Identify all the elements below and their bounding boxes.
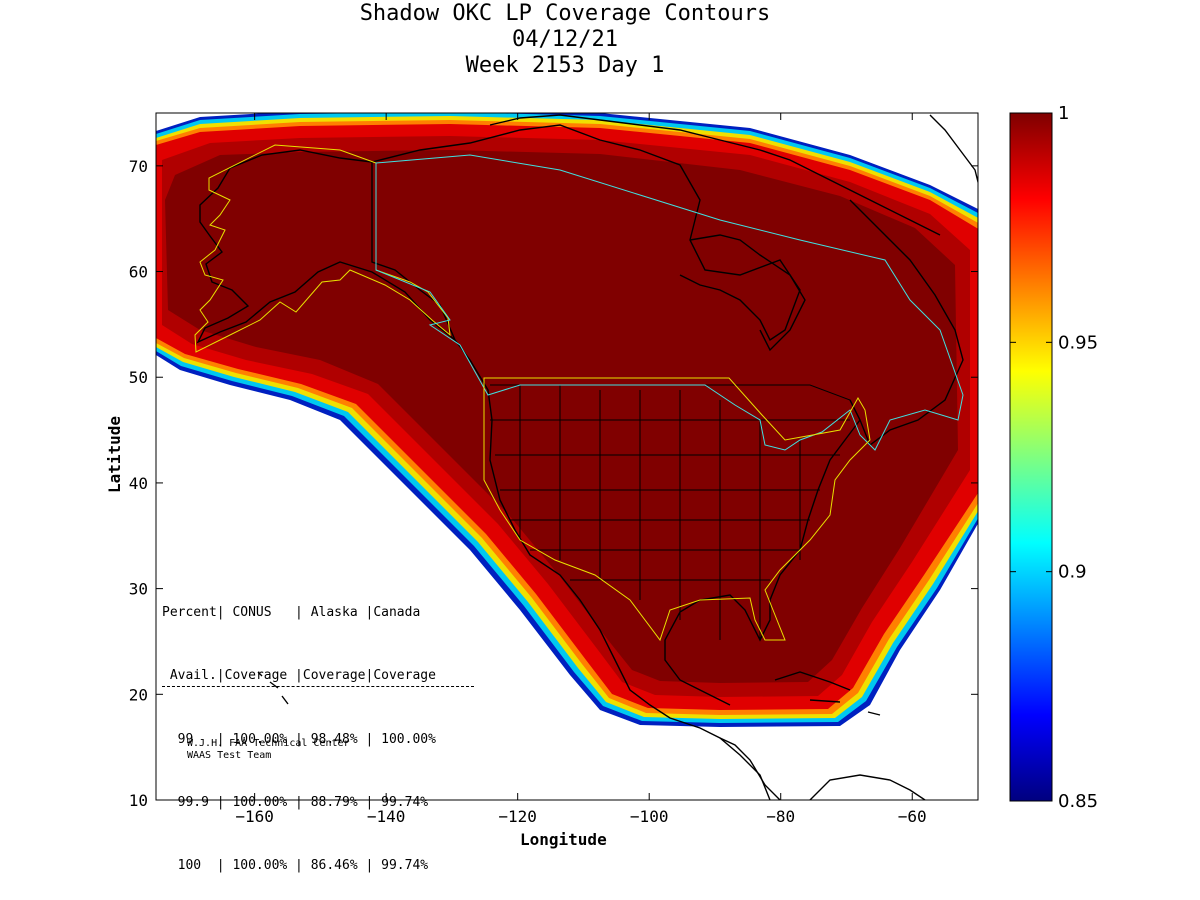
stats-row-99: 99 | 100.00% | 98.48% | 100.00% [162, 732, 436, 747]
colorbar-tick-label: 0.95 [1058, 332, 1098, 353]
central-america [719, 737, 781, 800]
colorbar-ticks: 0.85 0.9 0.95 1 [1010, 103, 1098, 812]
x-tick-label: −60 [898, 807, 927, 826]
stats-header-1: Percent| CONUS | Alaska |Canada [162, 605, 421, 620]
south-america-north [809, 774, 926, 800]
map-title: Shadow OKC LP Coverage Contours [359, 1, 771, 26]
y-tick-label: 50 [129, 368, 148, 387]
stats-row-100: 100 | 100.00% | 86.46% | 99.74% [162, 858, 429, 873]
y-tick-label: 40 [129, 474, 148, 493]
x-tick-label: −120 [498, 807, 537, 826]
stats-header-2: Avail.|Coverage |Coverage|Coverage [162, 665, 474, 687]
hudson-bay [689, 234, 806, 352]
credits-line-2: WAAS Test Team [187, 750, 272, 761]
x-tick-label: −100 [630, 807, 669, 826]
y-tick-label: 70 [129, 157, 148, 176]
credits: W.J.H. FAA Technical Center WAAS Test Te… [187, 738, 350, 762]
map-week: Week 2153 Day 1 [465, 53, 665, 78]
coastlines [196, 114, 978, 800]
colorbar-tick-label: 0.9 [1058, 562, 1087, 583]
east-coast [664, 419, 861, 706]
coverage-stats-table: Percent| CONUS | Alaska |Canada Avail.|C… [162, 560, 474, 897]
caribbean-islands [774, 671, 881, 716]
conus-boundary [483, 377, 871, 642]
hawaii-islands [257, 671, 289, 705]
credits-line-1: W.J.H. FAA Technical Center [187, 738, 350, 749]
map-axes: −160 −140 −120 −100 −80 −60 10 20 30 40 50 60 70 [129, 113, 978, 826]
alaska-outline [196, 149, 456, 344]
arctic-islands [489, 114, 941, 236]
region-boundaries [194, 144, 964, 642]
x-tick-label: −80 [766, 807, 795, 826]
x-axis-label: Longitude [520, 830, 607, 849]
labrador-coast [849, 199, 964, 447]
colorbar-gradient [1009, 112, 1053, 802]
colorbar-tick-label: 1 [1058, 103, 1069, 124]
colorbar-tick-label: 0.85 [1058, 791, 1098, 812]
canada-north-coast [371, 124, 801, 342]
y-tick-label: 30 [129, 580, 148, 599]
plot-frame [155, 112, 979, 801]
map-date: 04/12/21 [512, 27, 618, 52]
y-tick-label: 60 [129, 263, 148, 282]
canada-boundary [375, 154, 964, 451]
y-tick-label: 20 [129, 685, 148, 704]
y-tick-label: 10 [129, 791, 148, 810]
x-tick-label: −140 [367, 807, 406, 826]
west-coast [454, 339, 771, 800]
greenland-edge [929, 114, 978, 185]
y-axis-label: Latitude [105, 415, 125, 494]
stats-row-99-9: 99.9 | 100.00% | 88.79% | 99.74% [162, 795, 429, 810]
x-tick-label: −160 [235, 807, 274, 826]
